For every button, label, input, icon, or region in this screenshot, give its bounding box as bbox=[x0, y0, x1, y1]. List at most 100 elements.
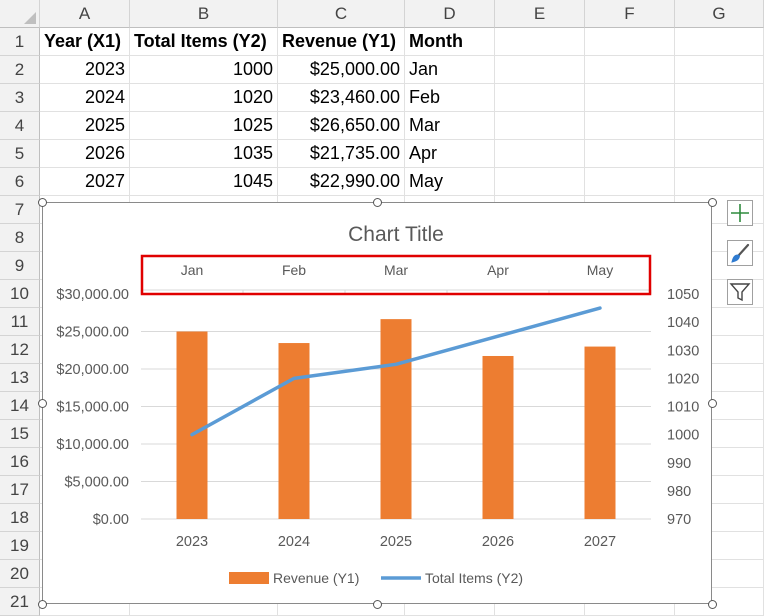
row-header-6[interactable]: 6 bbox=[0, 168, 40, 196]
header-cell[interactable]: Total Items (Y2) bbox=[130, 28, 278, 56]
cell[interactable] bbox=[495, 168, 585, 196]
data-cell[interactable]: 2023 bbox=[40, 56, 130, 84]
row-header-2[interactable]: 2 bbox=[0, 56, 40, 84]
resize-handle[interactable] bbox=[707, 197, 717, 207]
bar-revenue bbox=[584, 346, 616, 519]
line-total-items bbox=[190, 306, 602, 437]
column-header-A[interactable]: A bbox=[40, 0, 130, 28]
resize-handle[interactable] bbox=[372, 599, 382, 609]
cell[interactable] bbox=[495, 112, 585, 140]
resize-handle[interactable] bbox=[37, 599, 47, 609]
cell[interactable] bbox=[675, 112, 764, 140]
resize-handle[interactable] bbox=[37, 398, 47, 408]
cell[interactable] bbox=[585, 56, 675, 84]
resize-handle[interactable] bbox=[707, 398, 717, 408]
row-header-4[interactable]: 4 bbox=[0, 112, 40, 140]
bar-revenue bbox=[482, 355, 514, 519]
row-header-5[interactable]: 5 bbox=[0, 140, 40, 168]
resize-handle[interactable] bbox=[372, 197, 382, 207]
cell[interactable] bbox=[585, 112, 675, 140]
data-cell[interactable]: Jan bbox=[405, 56, 495, 84]
cell[interactable] bbox=[495, 140, 585, 168]
select-all-corner[interactable] bbox=[0, 0, 40, 28]
cell[interactable] bbox=[495, 84, 585, 112]
row-header-3[interactable]: 3 bbox=[0, 84, 40, 112]
data-cell[interactable]: 1020 bbox=[130, 84, 278, 112]
row-header-19[interactable]: 19 bbox=[0, 532, 40, 560]
cell[interactable] bbox=[675, 168, 764, 196]
row-header-20[interactable]: 20 bbox=[0, 560, 40, 588]
y-right-tick-label: 1040 bbox=[667, 315, 699, 331]
y-left-tick-label: $0.00 bbox=[93, 512, 129, 528]
column-header-C[interactable]: C bbox=[278, 0, 405, 28]
header-cell[interactable]: Month bbox=[405, 28, 495, 56]
row-header-12[interactable]: 12 bbox=[0, 336, 40, 364]
cell[interactable] bbox=[675, 140, 764, 168]
x-category-label: 2023 bbox=[176, 534, 208, 550]
cell[interactable] bbox=[585, 84, 675, 112]
data-cell[interactable]: 2024 bbox=[40, 84, 130, 112]
cell[interactable] bbox=[675, 56, 764, 84]
chart-title[interactable]: Chart Title bbox=[348, 223, 444, 246]
x-category-label: 2024 bbox=[278, 534, 310, 550]
column-header-E[interactable]: E bbox=[495, 0, 585, 28]
chart-elements-button[interactable] bbox=[727, 200, 753, 226]
row-header-7[interactable]: 7 bbox=[0, 196, 40, 224]
x2-category-label: May bbox=[587, 262, 613, 278]
cell[interactable] bbox=[675, 28, 764, 56]
row-header-9[interactable]: 9 bbox=[0, 252, 40, 280]
data-cell[interactable]: Apr bbox=[405, 140, 495, 168]
header-cell[interactable]: Revenue (Y1) bbox=[278, 28, 405, 56]
cell[interactable] bbox=[675, 84, 764, 112]
row-header-13[interactable]: 13 bbox=[0, 364, 40, 392]
resize-handle[interactable] bbox=[37, 197, 47, 207]
cell[interactable] bbox=[495, 28, 585, 56]
data-cell[interactable]: $25,000.00 bbox=[278, 56, 405, 84]
chart-area[interactable]: Chart Title $0.00 $5,000.00 $10,000.00 $15,0… bbox=[42, 202, 712, 604]
data-cell[interactable]: $26,650.00 bbox=[278, 112, 405, 140]
y-right-tick-label: 980 bbox=[667, 484, 691, 500]
column-header-G[interactable]: G bbox=[675, 0, 764, 28]
data-cell[interactable]: May bbox=[405, 168, 495, 196]
chart-styles-button[interactable] bbox=[727, 240, 753, 266]
x-category-label: 2026 bbox=[482, 534, 514, 550]
row-header-8[interactable]: 8 bbox=[0, 224, 40, 252]
data-cell[interactable]: 2025 bbox=[40, 112, 130, 140]
cell[interactable] bbox=[585, 168, 675, 196]
row-header-17[interactable]: 17 bbox=[0, 476, 40, 504]
data-cell[interactable]: $22,990.00 bbox=[278, 168, 405, 196]
data-cell[interactable]: 1045 bbox=[130, 168, 278, 196]
row-header-1[interactable]: 1 bbox=[0, 28, 40, 56]
data-cell[interactable]: 2027 bbox=[40, 168, 130, 196]
row-header-15[interactable]: 15 bbox=[0, 420, 40, 448]
legend-swatch-revenue bbox=[229, 572, 269, 584]
data-cell[interactable]: $21,735.00 bbox=[278, 140, 405, 168]
y-left-tick-label: $10,000.00 bbox=[56, 437, 129, 453]
data-cell[interactable]: Feb bbox=[405, 84, 495, 112]
row-header-14[interactable]: 14 bbox=[0, 392, 40, 420]
row-header-18[interactable]: 18 bbox=[0, 504, 40, 532]
x-category-label: 2025 bbox=[380, 534, 412, 550]
row-header-21[interactable]: 21 bbox=[0, 588, 40, 616]
x2-category-label: Apr bbox=[487, 262, 509, 278]
cell[interactable] bbox=[585, 140, 675, 168]
combo-chart: Chart Title $0.00 $5,000.00 $10,000.00 $15,0… bbox=[56, 223, 699, 586]
column-header-B[interactable]: B bbox=[130, 0, 278, 28]
header-cell[interactable]: Year (X1) bbox=[40, 28, 130, 56]
column-header-F[interactable]: F bbox=[585, 0, 675, 28]
chart-filters-button[interactable] bbox=[727, 279, 753, 305]
data-cell[interactable]: 2026 bbox=[40, 140, 130, 168]
column-header-D[interactable]: D bbox=[405, 0, 495, 28]
cell[interactable] bbox=[495, 56, 585, 84]
chart-filters-icon bbox=[729, 283, 751, 302]
data-cell[interactable]: 1000 bbox=[130, 56, 278, 84]
data-cell[interactable]: 1025 bbox=[130, 112, 278, 140]
data-cell[interactable]: $23,460.00 bbox=[278, 84, 405, 112]
row-header-16[interactable]: 16 bbox=[0, 448, 40, 476]
row-header-10[interactable]: 10 bbox=[0, 280, 40, 308]
cell[interactable] bbox=[585, 28, 675, 56]
data-cell[interactable]: Mar bbox=[405, 112, 495, 140]
data-cell[interactable]: 1035 bbox=[130, 140, 278, 168]
resize-handle[interactable] bbox=[707, 599, 717, 609]
row-header-11[interactable]: 11 bbox=[0, 308, 40, 336]
